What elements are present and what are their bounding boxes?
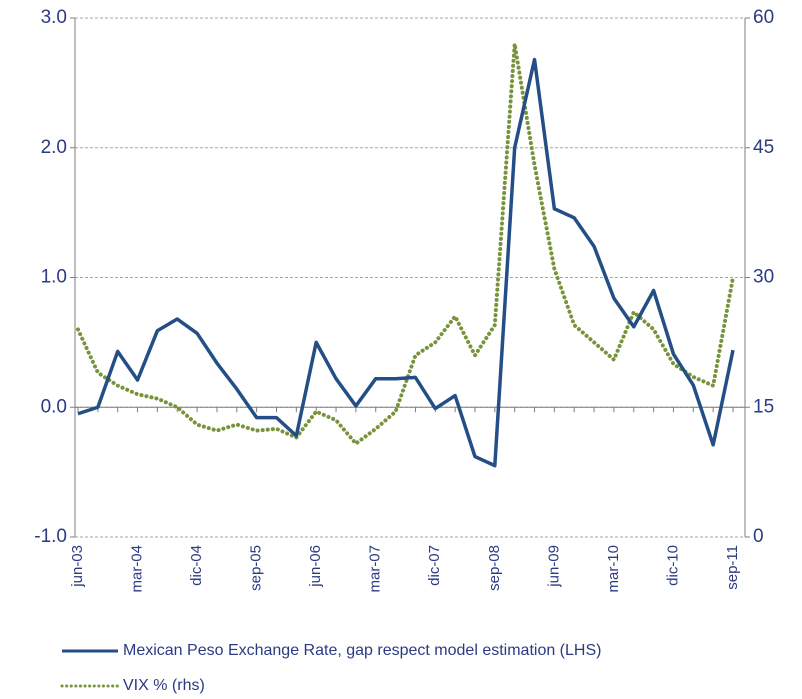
legend-label: Mexican Peso Exchange Rate, gap respect … (123, 642, 601, 659)
x-tick-label: sep-08 (486, 545, 503, 591)
x-tick-label: mar-07 (367, 545, 384, 593)
series-line (76, 41, 735, 446)
y2-tick-label: 0 (753, 526, 764, 547)
series-line (77, 57, 735, 468)
y2-tick-label: 30 (753, 267, 774, 288)
x-tick-label: sep-11 (724, 545, 741, 590)
y-tick-label: -1.0 (34, 526, 67, 547)
x-tick-label: jun-09 (545, 545, 562, 588)
legend-label: VIX % (rhs) (123, 677, 205, 694)
y-tick-label: 3.0 (41, 7, 67, 28)
x-tick-label: dic-10 (664, 545, 681, 586)
y2-tick-label: 15 (753, 396, 774, 417)
x-tick-label: jun-03 (69, 545, 86, 588)
y2-tick-label: 60 (753, 7, 774, 28)
y-tick-label: 0.0 (41, 396, 67, 417)
x-tick-label: dic-04 (188, 545, 205, 586)
x-tick-label: dic-07 (426, 545, 443, 586)
y-tick-label: 1.0 (41, 267, 67, 288)
x-tick-label: sep-05 (248, 545, 265, 591)
x-tick-label: jun-06 (307, 545, 324, 588)
x-tick-label: mar-04 (129, 545, 146, 593)
y-tick-label: 2.0 (41, 137, 67, 158)
x-tick-label: mar-10 (605, 545, 622, 593)
y2-tick-label: 45 (753, 137, 774, 158)
